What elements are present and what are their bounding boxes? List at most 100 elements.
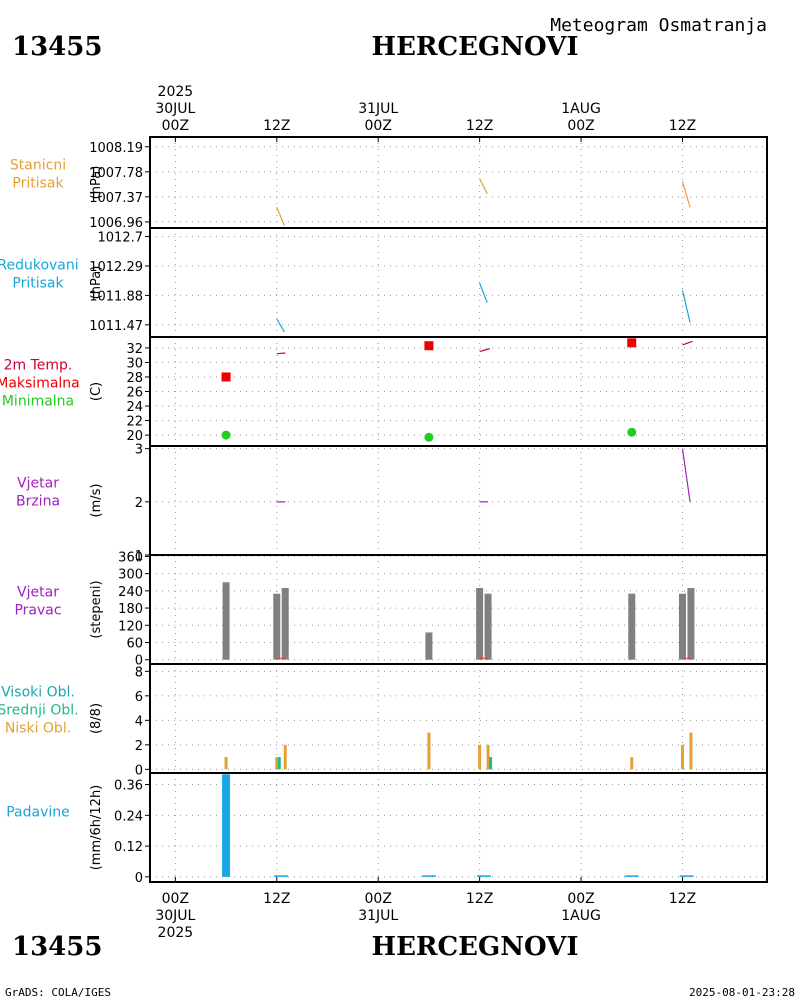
x-top-label: 12Z <box>263 118 290 134</box>
unit-label: (8/8) <box>89 703 104 734</box>
panel-label: Srednji Obl. <box>0 703 79 719</box>
x-bottom-label: 31JUL <box>358 908 398 924</box>
y-tick-label: 0.36 <box>114 779 143 794</box>
y-tick-label: 28 <box>126 371 143 386</box>
max-temp-marker <box>221 372 231 382</box>
y-tick-label: 1006.96 <box>89 216 143 231</box>
y-tick-label: 20 <box>126 429 143 444</box>
x-bottom-label: 2025 <box>158 925 194 941</box>
x-top-label: 12Z <box>669 118 696 134</box>
panel-frame <box>149 136 768 229</box>
y-tick-label: 0 <box>135 654 143 669</box>
footer-source: GrADS: COLA/IGES <box>5 986 111 999</box>
series-line-segment <box>479 282 488 303</box>
low-cloud-bar <box>275 757 279 770</box>
chart-title: Meteogram Osmatranja <box>550 15 767 36</box>
unit-label: (hPa) <box>89 166 104 200</box>
x-bottom-label: 12Z <box>263 891 290 907</box>
y-tick-label: 0.24 <box>114 809 143 824</box>
wind-direction-bar <box>628 593 636 660</box>
panel-frame <box>149 554 768 665</box>
y-tick-label: 60 <box>126 636 143 651</box>
unit-label: (stepeni) <box>89 580 104 638</box>
panel-label: Visoki Obl. <box>1 685 75 701</box>
x-bottom-label: 30JUL <box>155 908 195 924</box>
series-line-segment <box>276 318 285 333</box>
y-tick-label: 22 <box>126 415 143 430</box>
panel-label: Stanicni <box>10 158 66 174</box>
y-tick-label: 300 <box>118 568 143 583</box>
y-tick-label: 24 <box>126 400 143 415</box>
unit-label: (m/s) <box>89 484 104 518</box>
y-tick-label: 1012.29 <box>89 260 143 275</box>
x-top-label: 31JUL <box>358 101 398 117</box>
y-tick-label: 3 <box>135 443 143 458</box>
y-tick-label: 1 <box>135 549 143 564</box>
panel-stanicni: 1008.19 1007.78 1007.37 1006.96 Stanicni Prit… <box>10 136 768 231</box>
y-tick-label: 120 <box>118 619 143 634</box>
y-tick-label: 30 <box>126 356 143 371</box>
x-bottom-label: 00Z <box>365 891 392 907</box>
panel-label: Brzina <box>16 494 60 510</box>
precipitation-bar <box>421 875 436 877</box>
panel-label: Vjetar <box>17 585 59 601</box>
low-cloud-bar <box>680 744 684 770</box>
y-tick-label: 2 <box>135 496 143 511</box>
y-tick-label: 0 <box>135 763 143 778</box>
x-top-label: 00Z <box>567 118 594 134</box>
panel-frame <box>149 445 768 556</box>
series-line-segment <box>276 207 285 226</box>
wind-direction-bar <box>273 593 281 660</box>
series-line-segment <box>479 178 488 195</box>
max-temp-marker <box>627 338 637 348</box>
y-tick-label: 1007.37 <box>89 191 143 206</box>
x-bottom-label: 00Z <box>567 891 594 907</box>
series-line-segment <box>479 348 490 353</box>
station-id-top: 13455 <box>12 32 102 62</box>
x-top-label: 12Z <box>466 118 493 134</box>
series-line-segment <box>681 448 691 502</box>
y-tick-label: 8 <box>135 665 143 680</box>
mid-cloud-bar <box>489 757 493 770</box>
panel-label: Pravac <box>14 603 61 619</box>
precipitation-bar <box>274 875 289 877</box>
y-tick-label: 1007.78 <box>89 166 143 181</box>
y-tick-label: 4 <box>135 714 143 729</box>
low-cloud-bar <box>283 744 287 770</box>
unit-label: (mm/6h/12h) <box>89 785 104 871</box>
panel-frame <box>149 336 768 447</box>
panel-label: Niski Obl. <box>5 721 71 737</box>
panel-frame <box>149 772 768 883</box>
wind-direction-bar <box>484 593 492 660</box>
panel-label: Padavine <box>6 805 70 821</box>
y-tick-label: 1012.7 <box>98 231 144 246</box>
x-bottom-label: 1AUG <box>561 908 601 924</box>
low-cloud-bar <box>689 732 693 770</box>
x-top-label: 30JUL <box>155 101 195 117</box>
wind-direction-bar <box>476 587 484 660</box>
panel-label: Minimalna <box>2 394 74 410</box>
panel-vjetar_pravac: 360 300 240 180 120 60 0 Vjetar Pravac (stepeni) <box>14 550 768 669</box>
station-id-bottom: 13455 <box>12 932 102 962</box>
wind-direction-bar <box>425 632 433 660</box>
panel-label: Pritisak <box>12 176 64 192</box>
panel-padavine: 0.36 0.24 0.12 0 Padavine (mm/6h/12h) <box>6 772 768 886</box>
x-top-label: 00Z <box>365 118 392 134</box>
wind-direction-bar <box>678 593 686 660</box>
panel-label: Vjetar <box>17 476 59 492</box>
station-name-bottom: HERCEGNOVI <box>372 932 579 962</box>
unit-label: (hPa) <box>89 266 104 300</box>
y-tick-label: 2 <box>135 739 143 754</box>
y-tick-label: 1011.47 <box>89 319 143 334</box>
series-line-segment <box>681 290 691 323</box>
panel-frame <box>149 663 768 774</box>
y-tick-label: 180 <box>118 602 143 617</box>
series-line-segment <box>682 340 693 346</box>
y-tick-label: 26 <box>126 386 143 401</box>
x-bottom-label: 12Z <box>466 891 493 907</box>
wind-direction-bar <box>281 587 289 660</box>
precipitation-bar <box>679 875 694 877</box>
y-tick-label: 0 <box>135 871 143 886</box>
panel-oblacnost: 8 6 4 2 0 Visoki Obl. Srednji Obl. Niski Obl. (8… <box>0 663 768 778</box>
